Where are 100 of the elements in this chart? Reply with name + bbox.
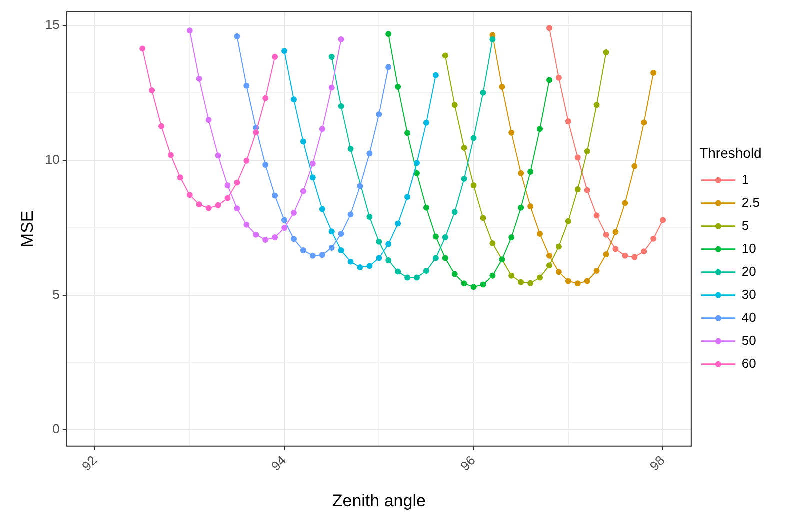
point xyxy=(612,229,619,236)
point xyxy=(461,280,468,287)
point xyxy=(348,212,354,218)
point xyxy=(423,204,430,211)
point xyxy=(660,217,666,224)
point xyxy=(641,120,648,126)
point xyxy=(442,52,448,59)
point xyxy=(432,72,439,78)
point xyxy=(546,252,552,259)
point xyxy=(357,264,364,270)
point xyxy=(480,282,486,288)
point xyxy=(386,31,392,38)
point xyxy=(319,126,326,132)
point xyxy=(262,162,269,168)
point xyxy=(328,228,335,235)
point xyxy=(594,268,600,274)
point xyxy=(328,54,335,60)
point xyxy=(386,241,392,248)
point xyxy=(452,209,458,216)
point xyxy=(376,112,382,118)
point xyxy=(262,236,269,243)
point xyxy=(518,170,524,176)
point xyxy=(490,240,496,246)
point xyxy=(282,217,288,224)
point xyxy=(357,183,364,190)
point xyxy=(328,245,335,252)
x-tick-label: 94 xyxy=(268,452,290,474)
point xyxy=(196,202,202,208)
point xyxy=(300,188,306,194)
point xyxy=(641,248,648,255)
point xyxy=(290,210,297,216)
point xyxy=(224,195,231,202)
point xyxy=(338,36,344,43)
point xyxy=(480,90,486,96)
x-tick-label: 92 xyxy=(79,452,100,474)
point xyxy=(632,163,638,170)
point xyxy=(414,274,420,281)
point xyxy=(461,144,468,151)
point xyxy=(574,280,581,287)
point xyxy=(338,247,344,254)
point xyxy=(565,218,572,224)
legend-label: 10 xyxy=(742,240,756,256)
legend-label: 20 xyxy=(742,264,756,279)
point xyxy=(574,154,581,161)
point xyxy=(414,170,420,176)
point xyxy=(432,255,439,262)
point xyxy=(310,174,316,181)
point xyxy=(470,182,477,188)
point xyxy=(186,28,193,34)
point xyxy=(244,222,250,228)
point xyxy=(272,54,278,60)
point xyxy=(508,130,515,136)
point xyxy=(376,238,382,245)
point xyxy=(158,123,164,130)
point xyxy=(565,118,572,125)
point xyxy=(253,232,260,238)
legend-label: 50 xyxy=(742,332,756,348)
y-tick-label: 10 xyxy=(45,152,60,167)
point xyxy=(234,180,240,186)
point xyxy=(234,206,240,212)
point xyxy=(168,152,174,158)
point xyxy=(395,220,402,227)
point xyxy=(140,46,146,52)
point xyxy=(518,204,524,211)
point xyxy=(612,246,619,252)
point xyxy=(650,70,657,76)
point xyxy=(177,174,184,181)
point xyxy=(206,205,212,212)
point xyxy=(594,212,600,219)
point xyxy=(348,146,354,152)
point xyxy=(310,160,316,167)
point xyxy=(423,120,430,126)
point xyxy=(386,64,392,70)
point xyxy=(253,130,260,136)
point xyxy=(584,148,590,154)
point xyxy=(432,234,439,240)
point xyxy=(319,252,326,258)
point xyxy=(565,278,572,284)
point xyxy=(244,158,250,164)
point xyxy=(546,77,552,84)
point xyxy=(622,200,628,206)
point xyxy=(452,271,458,278)
x-axis-title: Zenith angle xyxy=(332,491,426,510)
point xyxy=(300,138,306,145)
point xyxy=(470,284,477,290)
point xyxy=(290,96,297,103)
point xyxy=(574,186,581,193)
point xyxy=(480,215,486,222)
point xyxy=(282,48,288,54)
point xyxy=(442,255,448,262)
point xyxy=(442,234,448,241)
point xyxy=(499,84,506,90)
point xyxy=(584,278,590,284)
point xyxy=(290,236,297,242)
point xyxy=(556,269,562,276)
point xyxy=(338,231,344,238)
y-tick-label: 5 xyxy=(52,286,60,302)
point xyxy=(386,257,392,264)
point xyxy=(196,76,202,82)
point xyxy=(366,214,373,220)
